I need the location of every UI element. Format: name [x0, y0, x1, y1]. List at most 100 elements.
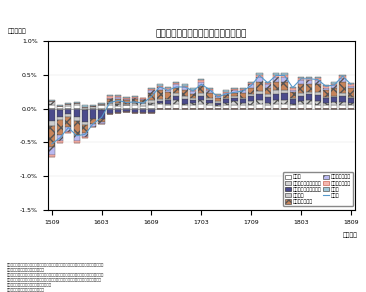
Bar [198, 80, 205, 81]
Bar [348, 97, 354, 98]
Bar [182, 87, 188, 90]
Bar [49, 121, 55, 126]
Bar [256, 94, 262, 100]
Bar [231, 105, 238, 109]
Bar [298, 93, 304, 96]
Bar [323, 103, 329, 105]
Bar [132, 103, 138, 105]
Bar [98, 102, 105, 104]
Bar [256, 100, 262, 104]
Bar [240, 93, 246, 98]
Bar [231, 96, 238, 98]
総平均 [183, 85, 187, 89]
Bar [165, 99, 171, 100]
Bar [281, 77, 288, 81]
Bar [198, 100, 205, 104]
Bar [190, 98, 196, 100]
Bar [74, 105, 80, 109]
Bar [231, 93, 238, 96]
総平均 [124, 101, 129, 104]
総平均 [274, 74, 278, 77]
Line: 総平均: 総平均 [52, 75, 351, 144]
Bar [107, 105, 113, 109]
Bar [198, 93, 205, 96]
Bar [107, 102, 113, 103]
Bar [49, 101, 55, 105]
総平均 [291, 86, 295, 89]
Bar [348, 83, 354, 84]
総平均 [74, 134, 79, 138]
Bar [281, 100, 288, 104]
Bar [265, 103, 271, 105]
総平均 [166, 88, 170, 92]
Bar [306, 77, 313, 78]
Bar [231, 89, 238, 90]
Bar [290, 87, 296, 88]
Bar [290, 104, 296, 105]
総平均 [241, 89, 245, 93]
Bar [265, 81, 271, 83]
Bar [57, 135, 63, 141]
Bar [165, 88, 171, 90]
Bar [348, 86, 354, 88]
総平均 [324, 84, 328, 88]
総平均 [191, 89, 195, 93]
総平均 [340, 74, 345, 78]
Bar [173, 88, 179, 93]
総平均 [349, 82, 353, 86]
Bar [65, 117, 71, 127]
総平均 [132, 100, 137, 104]
Bar [132, 109, 138, 113]
Bar [148, 90, 154, 93]
Bar [198, 81, 205, 86]
Bar [323, 97, 329, 98]
Bar [290, 98, 296, 99]
Bar [290, 90, 296, 92]
Bar [98, 119, 105, 122]
Bar [265, 88, 271, 94]
総平均 [266, 81, 270, 85]
Bar [190, 103, 196, 105]
Bar [198, 96, 205, 100]
Bar [314, 78, 321, 80]
Bar [157, 86, 163, 87]
Bar [231, 98, 238, 101]
Bar [306, 94, 313, 100]
Bar [339, 81, 346, 93]
Bar [57, 106, 63, 109]
Bar [165, 92, 171, 99]
Bar [49, 126, 55, 147]
総平均 [216, 95, 220, 99]
総平均 [307, 77, 311, 81]
Bar [57, 105, 63, 106]
Bar [82, 122, 88, 125]
Bar [314, 92, 321, 95]
Bar [323, 85, 329, 86]
Bar [331, 85, 337, 88]
Bar [248, 84, 254, 88]
Bar [306, 92, 313, 94]
Bar [107, 109, 113, 114]
Bar [306, 104, 313, 109]
Bar [306, 80, 313, 84]
Bar [165, 100, 171, 104]
Bar [215, 101, 221, 102]
Bar [339, 102, 346, 105]
Text: （注）　機械類：はん用機器、生産用機器、業務用機器、電子部品・デバイス、電気機器、
　　　　情報通信機器、輸送用機器
　　　　鉄鋼・建材関連：鉄鋼、金属製品、窯: （注） 機械類：はん用機器、生産用機器、業務用機器、電子部品・デバイス、電気機器… [7, 263, 105, 292]
Bar [323, 105, 329, 109]
Bar [132, 99, 138, 102]
Bar [281, 104, 288, 109]
Bar [190, 105, 196, 109]
Bar [107, 99, 113, 102]
Bar [298, 96, 304, 101]
Bar [240, 89, 246, 90]
Bar [206, 100, 213, 103]
Bar [206, 90, 213, 93]
Bar [165, 104, 171, 105]
総平均 [149, 95, 154, 98]
Bar [265, 94, 271, 97]
Bar [90, 105, 96, 106]
Bar [148, 105, 154, 109]
Bar [157, 87, 163, 90]
Bar [190, 94, 196, 98]
